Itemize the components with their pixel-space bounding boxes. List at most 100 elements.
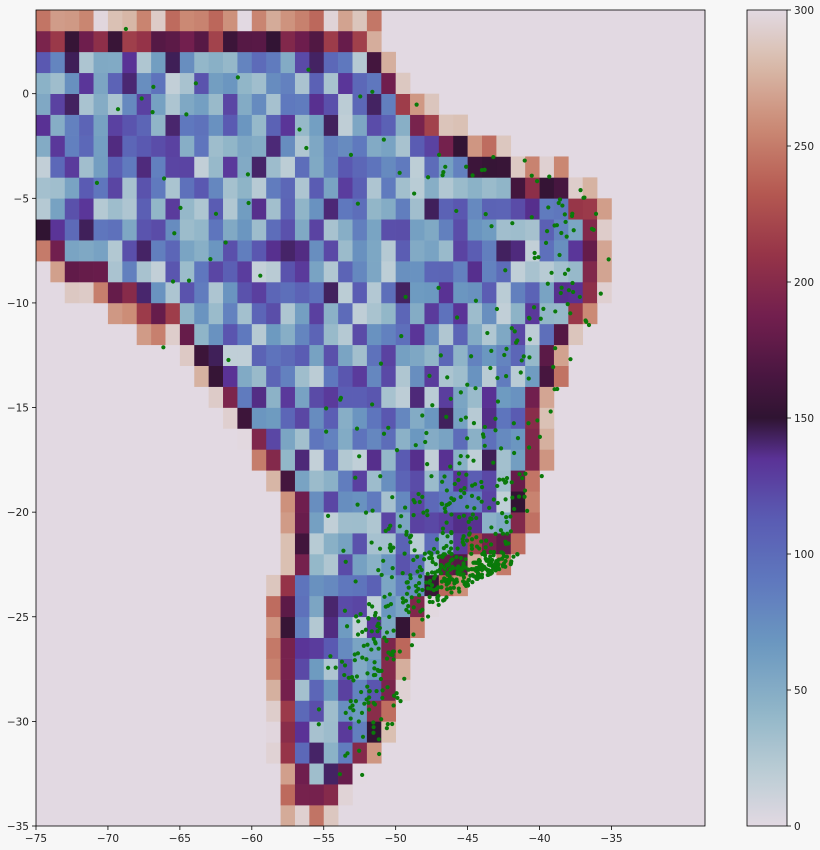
data-point	[529, 173, 534, 178]
heatmap-cell	[482, 261, 497, 283]
data-point	[375, 667, 380, 673]
heatmap-cell	[338, 51, 353, 74]
heatmap-cell	[395, 386, 411, 408]
heatmap-cell	[366, 114, 382, 136]
data-point	[412, 548, 417, 553]
data-point	[391, 628, 396, 633]
heatmap-cell	[510, 365, 526, 387]
data-point	[474, 515, 479, 521]
data-point	[505, 531, 510, 536]
data-point	[570, 211, 575, 216]
heatmap-cell	[525, 323, 540, 346]
x-tick-label: −70	[97, 833, 119, 845]
heatmap-cell	[107, 51, 123, 74]
data-point	[414, 102, 419, 107]
heatmap-cell	[352, 763, 368, 785]
heatmap-cell	[309, 700, 325, 722]
data-point	[406, 604, 411, 609]
heatmap-cell	[338, 721, 353, 743]
heatmap-cell	[510, 282, 526, 304]
data-point	[504, 475, 510, 481]
heatmap-cell	[136, 51, 152, 74]
heatmap-cell	[280, 637, 296, 659]
heatmap-cell	[395, 428, 411, 450]
data-point	[469, 546, 475, 551]
heatmap-cell	[208, 282, 224, 304]
heatmap-cell	[352, 574, 368, 597]
data-point	[494, 306, 500, 312]
heatmap-cell	[597, 219, 612, 241]
data-point	[416, 599, 421, 604]
heatmap-cell	[165, 282, 181, 304]
heatmap-cell	[366, 177, 382, 199]
heatmap-cell	[309, 721, 325, 743]
heatmap-cell	[64, 30, 80, 53]
heatmap-cell	[194, 156, 209, 178]
data-point	[390, 652, 395, 658]
data-point	[527, 337, 533, 342]
heatmap-cell	[280, 261, 296, 283]
data-point	[411, 557, 416, 563]
heatmap-cell	[237, 302, 253, 325]
heatmap-cell	[280, 679, 296, 701]
heatmap-cell	[107, 156, 123, 178]
data-point	[458, 390, 463, 395]
heatmap-cell	[309, 365, 325, 387]
data-point	[479, 572, 485, 577]
data-point	[412, 191, 417, 196]
heatmap-cell	[36, 240, 51, 262]
heatmap-cell	[338, 470, 353, 492]
heatmap-cell	[510, 240, 526, 262]
heatmap-cell	[294, 72, 310, 94]
heatmap-cell	[453, 240, 468, 262]
plot-frame	[35, 9, 706, 827]
data-point	[476, 496, 481, 501]
data-point	[411, 632, 416, 637]
heatmap-cell	[381, 365, 396, 387]
data-point	[474, 544, 480, 549]
heatmap-cell	[208, 219, 224, 241]
heatmap-cell	[208, 177, 224, 199]
data-point	[400, 596, 405, 601]
heatmap-cell	[165, 114, 181, 136]
heatmap-cell	[395, 302, 411, 325]
heatmap-cell	[323, 177, 339, 199]
data-point	[500, 531, 506, 536]
heatmap-cell	[366, 407, 382, 429]
heatmap-cell	[381, 491, 396, 513]
heatmap-cell	[266, 386, 281, 408]
data-point	[488, 365, 493, 371]
heatmap-cell	[251, 10, 267, 32]
data-point	[559, 230, 564, 236]
data-point	[509, 480, 514, 485]
heatmap-cell	[366, 282, 382, 304]
heatmap-cell	[93, 10, 109, 32]
data-point	[364, 657, 369, 662]
heatmap-cell	[338, 449, 353, 471]
heatmap-cell	[93, 72, 109, 94]
heatmap-cell	[410, 135, 425, 157]
data-point	[456, 471, 462, 476]
heatmap-cell	[280, 365, 296, 387]
heatmap-cell	[582, 261, 598, 283]
heatmap-cell	[410, 428, 425, 450]
data-point	[495, 500, 500, 506]
data-point	[532, 255, 537, 261]
data-point	[409, 643, 415, 648]
colorbar-tick-label: 100	[794, 549, 814, 561]
heatmap-cell	[424, 135, 440, 157]
data-point	[440, 479, 445, 484]
heatmap-cell	[294, 323, 310, 346]
heatmap-cell	[151, 51, 166, 74]
data-point	[409, 595, 414, 600]
heatmap-cell	[36, 93, 51, 115]
heatmap-cell	[208, 302, 224, 325]
heatmap-cell	[381, 386, 396, 408]
heatmap-cell	[539, 282, 555, 304]
data-point	[529, 215, 534, 220]
heatmap-cell	[323, 428, 339, 450]
heatmap-cell	[294, 721, 310, 743]
heatmap-cell	[338, 282, 353, 304]
heatmap-cell	[208, 72, 224, 94]
data-point	[449, 540, 454, 545]
